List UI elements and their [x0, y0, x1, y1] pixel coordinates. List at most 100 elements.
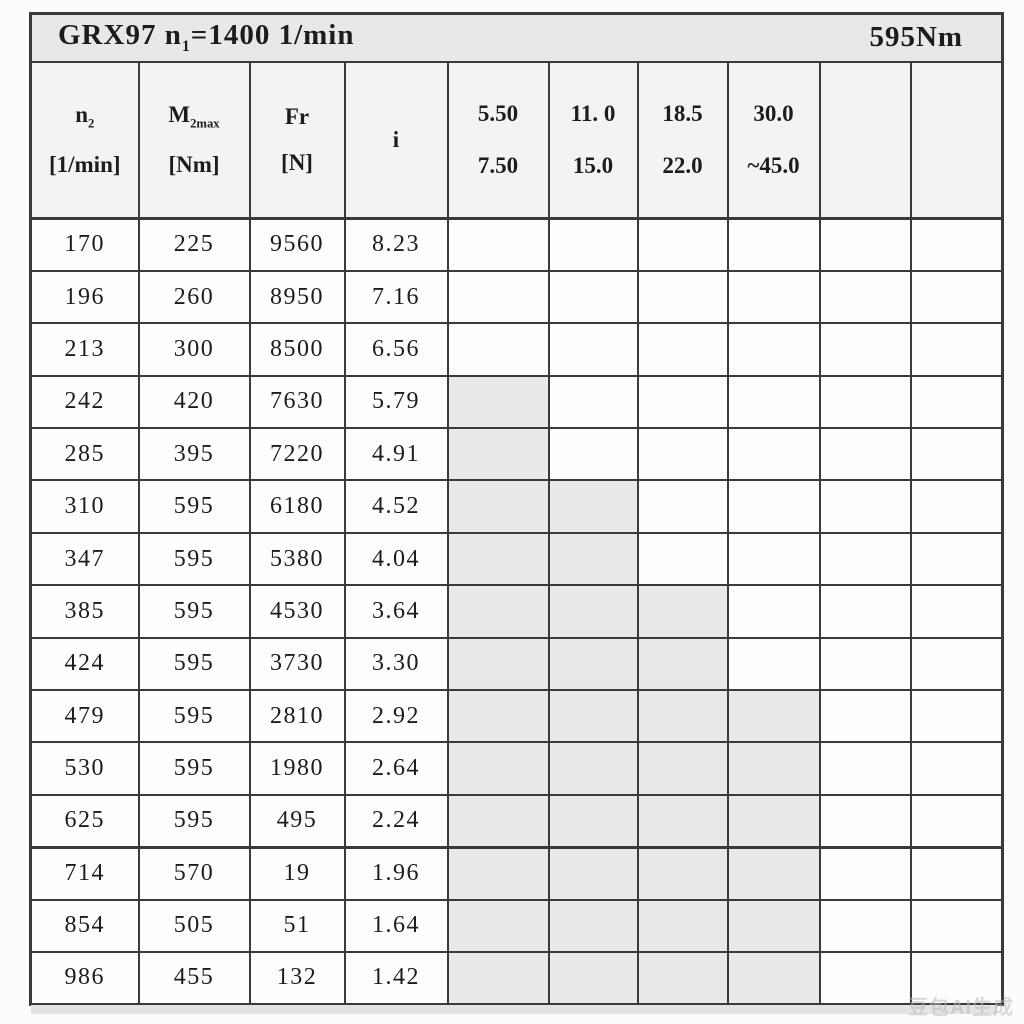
m2max-cell: 570: [137, 845, 251, 901]
title-cell: GRX97 n1=1400 1/min 595Nm: [29, 12, 1004, 63]
power-cell-4: [726, 427, 821, 482]
col-header-ratio: i: [343, 60, 449, 220]
fr-cell: 4530: [248, 584, 346, 639]
col-header-power-1: 5.50 7.50: [446, 60, 550, 220]
table-row: 385 595 4530 3.64: [29, 584, 1004, 639]
m2max-cell: 595: [137, 741, 251, 796]
power-cell-6: [909, 741, 1004, 796]
power-cell-5: [818, 741, 912, 796]
m2max-cell: 595: [137, 531, 251, 587]
fr-cell: 7220: [248, 427, 346, 482]
power-cell-1: [446, 689, 550, 744]
n2-cell: 854: [29, 898, 140, 953]
power-cell-3: [636, 793, 729, 849]
power-cell-1: [446, 636, 550, 692]
power-cell-2: [547, 479, 639, 534]
power-cell-4: [726, 636, 821, 692]
col-header-power-5: [818, 60, 912, 220]
col-header-n2: n2 [1/min]: [29, 60, 140, 220]
power-cell-6: [909, 479, 1004, 534]
power-cell-4: [726, 374, 821, 430]
power-cell-6: [909, 322, 1004, 377]
table-row: 424 595 3730 3.30: [29, 636, 1004, 692]
power-cell-3: [636, 898, 729, 953]
power-cell-4: [726, 793, 821, 849]
torque-rating: 595Nm: [869, 21, 964, 54]
power-cell-4: [726, 217, 821, 272]
n2-cell: 479: [29, 689, 140, 744]
power-cell-3: [636, 322, 729, 377]
power-cell-4: [726, 584, 821, 639]
n2-cell: 285: [29, 427, 140, 482]
power-cell-6: [909, 845, 1004, 901]
ratio-cell: 4.91: [343, 427, 449, 482]
ratio-cell: 1.64: [343, 898, 449, 953]
n2-cell: 242: [29, 374, 140, 430]
power-cell-5: [818, 950, 912, 1006]
n2-cell: 625: [29, 793, 140, 849]
m2max-cell: 595: [137, 636, 251, 692]
col-header-m2max: M2max [Nm]: [137, 60, 251, 220]
ratio-cell: 2.92: [343, 689, 449, 744]
power-cell-1: [446, 322, 550, 377]
power-cell-2: [547, 217, 639, 272]
power-cell-1: [446, 898, 550, 953]
power-cell-6: [909, 793, 1004, 849]
n2-cell: 196: [29, 269, 140, 325]
power-cell-1: [446, 269, 550, 325]
power-cell-6: [909, 950, 1004, 1006]
fr-cell: 2810: [248, 689, 346, 744]
power-cell-1: [446, 374, 550, 430]
power-cell-2: [547, 584, 639, 639]
table-row: 714 570 19 1.96: [29, 845, 1004, 901]
power-cell-2: [547, 427, 639, 482]
power-cell-1: [446, 741, 550, 796]
n2-cell: 986: [29, 950, 140, 1006]
ratio-cell: 4.52: [343, 479, 449, 534]
power-cell-2: [547, 269, 639, 325]
power-cell-2: [547, 793, 639, 849]
ratio-cell: 2.64: [343, 741, 449, 796]
power-cell-5: [818, 531, 912, 587]
power-cell-4: [726, 269, 821, 325]
power-cell-3: [636, 374, 729, 430]
ratio-cell: 1.96: [343, 845, 449, 901]
power-cell-5: [818, 898, 912, 953]
power-cell-6: [909, 217, 1004, 272]
m2max-cell: 595: [137, 584, 251, 639]
power-cell-6: [909, 689, 1004, 744]
col-header-power-3: 18.5 22.0: [636, 60, 729, 220]
power-cell-2: [547, 898, 639, 953]
power-cell-5: [818, 584, 912, 639]
fr-cell: 8500: [248, 322, 346, 377]
power-cell-2: [547, 689, 639, 744]
fr-cell: 3730: [248, 636, 346, 692]
m2max-cell: 260: [137, 269, 251, 325]
fr-cell: 51: [248, 898, 346, 953]
ratio-cell: 6.56: [343, 322, 449, 377]
ratio-cell: 2.24: [343, 793, 449, 849]
power-cell-3: [636, 950, 729, 1006]
m2max-cell: 595: [137, 793, 251, 849]
power-cell-5: [818, 793, 912, 849]
ratio-cell: 8.23: [343, 217, 449, 272]
power-cell-5: [818, 217, 912, 272]
power-cell-4: [726, 950, 821, 1006]
power-cell-4: [726, 531, 821, 587]
table-row: 213 300 8500 6.56: [29, 322, 1004, 377]
power-cell-2: [547, 374, 639, 430]
power-cell-6: [909, 636, 1004, 692]
fr-cell: 495: [248, 793, 346, 849]
power-cell-3: [636, 636, 729, 692]
power-cell-6: [909, 269, 1004, 325]
table-title: GRX97 n1=1400 1/min: [58, 19, 355, 56]
table-row: 854 505 51 1.64: [29, 898, 1004, 953]
col-header-power-6: [909, 60, 1004, 220]
table-shadow-strip: [31, 1005, 997, 1014]
power-cell-3: [636, 741, 729, 796]
power-cell-5: [818, 269, 912, 325]
m2max-cell: 455: [137, 950, 251, 1006]
table-row: 347 595 5380 4.04: [29, 531, 1004, 587]
m2max-cell: 595: [137, 689, 251, 744]
power-cell-6: [909, 374, 1004, 430]
